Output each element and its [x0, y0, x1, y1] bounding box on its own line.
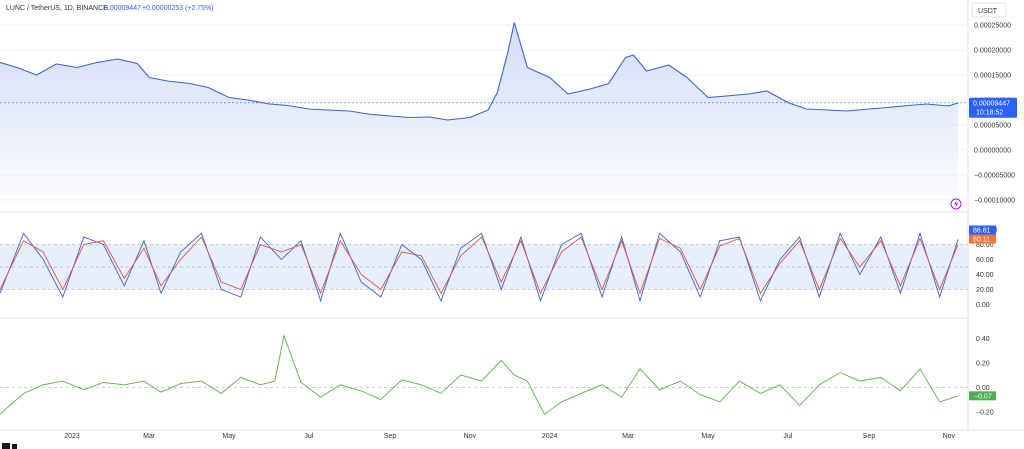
stochastic-k-line[interactable] [0, 231, 959, 303]
oscillator-tick-label: −0.20 [976, 409, 994, 416]
time-tick-label: Jul [304, 433, 313, 440]
time-axis-ticks: 2023 Mar May Jul Sep Nov 2024 Mar May Jul Sep Nov [64, 433, 955, 440]
tv-logo [2, 443, 17, 449]
price-tick-label: −0.00005000 [974, 173, 1015, 180]
oscillator-axis-ticks: 0.40 0.20 0.00 −0.20 [976, 336, 994, 417]
stochastic-badge-bg [969, 234, 996, 244]
oscillator-tick-label: 0.00 [976, 385, 990, 392]
time-tick-label: 2024 [542, 433, 558, 440]
stochastic-last-value: 80.11 [973, 237, 990, 244]
time-tick-label: Sep [863, 433, 876, 440]
oscillator-tick-label: 0.40 [976, 336, 990, 343]
stochastic-tick-label: 0.00 [976, 302, 990, 309]
oscillator-badge-bg [969, 391, 996, 401]
currency-label: USDT [978, 8, 998, 15]
oscillator-badge: −0.07 [969, 391, 996, 401]
stochastic-badge-bg [969, 225, 996, 235]
price-tick-label: 0.00020000 [974, 48, 1011, 55]
price-tick-label: 0.00005000 [974, 123, 1011, 130]
time-tick-label: Nov [464, 433, 477, 440]
price-area-series[interactable] [0, 22, 968, 206]
price-line[interactable] [0, 22, 959, 121]
price-tick-label: 0.00000000 [974, 148, 1011, 155]
stochastic-series[interactable] [0, 231, 959, 303]
header-price: 0.00009447 [104, 5, 141, 12]
oscillator-series[interactable] [0, 334, 959, 415]
stochastic-d-line[interactable] [0, 236, 959, 295]
currency-button[interactable] [971, 2, 1007, 18]
time-tick-label: Nov [943, 433, 956, 440]
symbol-title[interactable]: LUNC / TetherUS, 1D, BINANCE [6, 5, 108, 12]
time-tick-label: Mar [143, 433, 156, 440]
time-tick-label: May [701, 433, 715, 440]
header-change: +0.00000253 (+2.75%) [142, 5, 214, 12]
oscillator-tick-label: 0.20 [976, 360, 990, 367]
time-tick-label: 2023 [64, 433, 80, 440]
stochastic-last-value: 86.81 [973, 228, 991, 235]
stochastic-band [0, 244, 968, 290]
stochastic-tick-label: 40.00 [976, 272, 994, 279]
oscillator-line[interactable] [0, 334, 959, 415]
time-tick-label: Mar [622, 433, 635, 440]
oscillator-last-value: −0.07 [974, 393, 992, 400]
last-price-value: 0.00009447 [973, 100, 1010, 107]
stochastic-tick-label: 80.00 [976, 242, 994, 249]
stochastic-tick-label: 20.00 [976, 287, 994, 294]
stochastic-tick-label: 60.00 [976, 257, 994, 264]
price-tick-label: 0.00015000 [974, 73, 1011, 80]
time-tick-label: Sep [384, 433, 397, 440]
time-tick-label: Jul [783, 433, 792, 440]
price-tick-label: 0.00025000 [974, 23, 1011, 30]
time-tick-label: May [222, 433, 236, 440]
last-price-badge-bg [969, 97, 1017, 118]
stochastic-badges: 86.81 80.11 [969, 225, 996, 244]
bar-countdown: 10:18:52 [976, 109, 1003, 116]
lightning-icon[interactable] [950, 198, 962, 210]
last-price-badge: 0.00009447 10:18:52 [969, 97, 1017, 118]
price-tick-label: −0.00010000 [974, 198, 1015, 205]
